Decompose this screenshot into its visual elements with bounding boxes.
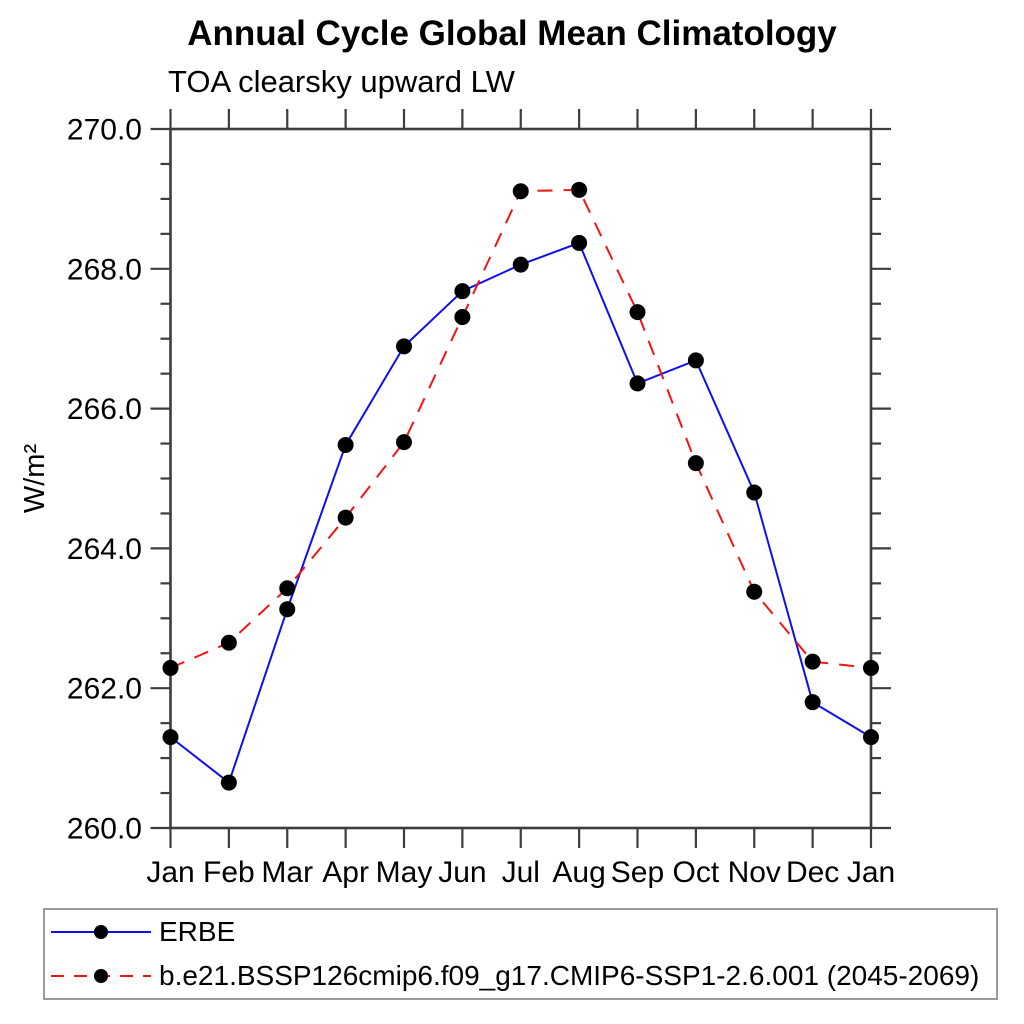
data-point-marker-s1-dec bbox=[804, 653, 821, 670]
data-point-marker-s1-aug bbox=[571, 181, 588, 198]
data-point-marker-s0-sep bbox=[629, 375, 646, 392]
y-tick-label: 264.0 bbox=[67, 533, 142, 566]
data-point-marker-s1-nov bbox=[746, 583, 763, 600]
data-point-marker-s1-feb bbox=[220, 634, 237, 651]
legend-solid-line-sample bbox=[51, 925, 151, 939]
legend-item-model: b.e21.BSSP126cmip6.f09_g17.CMIP6-SSP1-2.… bbox=[49, 954, 996, 998]
data-point-marker-s0-jun bbox=[454, 283, 471, 300]
legend-dashed-line-sample bbox=[51, 969, 151, 983]
data-point-marker-s0-jan bbox=[863, 729, 879, 746]
data-point-marker-s1-sep bbox=[629, 304, 646, 321]
data-point-marker-s0-jul bbox=[512, 256, 529, 273]
data-point-marker-s1-may bbox=[396, 434, 412, 451]
series-line-0 bbox=[169, 241, 872, 785]
data-point-marker-s0-nov bbox=[746, 484, 763, 501]
data-point-marker-s1-oct bbox=[687, 455, 704, 472]
x-tick-label: Jan bbox=[847, 856, 895, 889]
y-tick-label: 262.0 bbox=[67, 673, 142, 706]
y-tick-label: 266.0 bbox=[67, 393, 142, 426]
x-tick-label: Jun bbox=[438, 856, 486, 889]
data-point-marker-s0-feb bbox=[220, 774, 237, 791]
legend: ERBE b.e21.BSSP126cmip6.f09_g17.CMIP6-SS… bbox=[43, 908, 998, 1000]
data-point-marker-s0-oct bbox=[687, 352, 704, 369]
legend-marker-dot bbox=[94, 925, 108, 939]
x-tick-label: Aug bbox=[552, 856, 605, 889]
x-tick-label: Apr bbox=[322, 856, 369, 889]
data-point-marker-s0-mar bbox=[279, 601, 296, 618]
y-tick-label: 268.0 bbox=[67, 253, 142, 286]
y-axis-label: W/m² bbox=[19, 444, 51, 514]
x-tick-label: Oct bbox=[673, 856, 720, 889]
data-point-marker-s1-apr bbox=[337, 509, 354, 526]
plot-border bbox=[169, 127, 873, 830]
data-point-marker-s0-apr bbox=[337, 436, 354, 453]
x-tick-label: Jan bbox=[146, 856, 194, 889]
chart-subtitle: TOA clearsky upward LW bbox=[168, 64, 515, 99]
chart-title: Annual Cycle Global Mean Climatology bbox=[187, 14, 837, 53]
legend-marker-dot bbox=[94, 969, 108, 983]
y-tick-label: 270.0 bbox=[67, 114, 142, 147]
x-tick-label: Mar bbox=[261, 856, 313, 889]
legend-label-observation: ERBE bbox=[159, 916, 236, 947]
data-point-marker-s0-may bbox=[396, 338, 412, 355]
y-tick-label: 260.0 bbox=[67, 813, 142, 846]
data-point-marker-s0-aug bbox=[571, 234, 588, 251]
x-tick-label: May bbox=[376, 856, 433, 889]
data-point-marker-s1-jun bbox=[454, 309, 471, 326]
x-tick-label: Sep bbox=[611, 856, 664, 889]
data-point-marker-s1-jul bbox=[512, 183, 529, 200]
x-tick-label: Nov bbox=[728, 856, 781, 889]
x-tick-label: Feb bbox=[203, 856, 255, 889]
legend-label-model: b.e21.BSSP126cmip6.f09_g17.CMIP6-SSP1-2.… bbox=[159, 960, 980, 991]
x-tick-label: Jul bbox=[502, 856, 540, 889]
data-point-marker-s1-mar bbox=[279, 580, 296, 597]
data-point-marker-s1-jan bbox=[162, 659, 179, 676]
data-point-marker-s0-jan bbox=[162, 729, 179, 746]
data-point-marker-s1-jan bbox=[863, 659, 879, 676]
data-point-marker-s0-dec bbox=[804, 694, 821, 711]
legend-item-observation: ERBE bbox=[49, 910, 996, 954]
x-tick-label: Dec bbox=[786, 856, 839, 889]
